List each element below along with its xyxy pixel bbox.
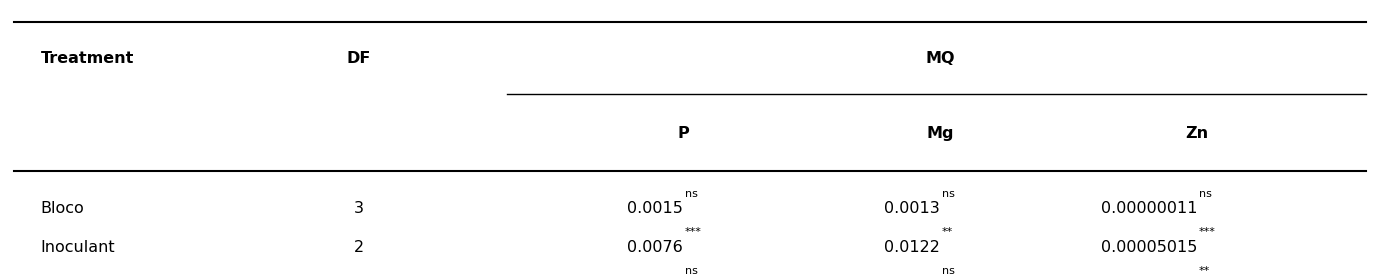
Text: DF: DF <box>346 51 371 66</box>
Text: ns: ns <box>684 189 697 199</box>
Text: 3: 3 <box>353 201 364 216</box>
Text: ***: *** <box>1198 227 1216 237</box>
Text: Bloco: Bloco <box>41 201 84 216</box>
Text: ***: *** <box>684 227 701 237</box>
Text: ns: ns <box>941 266 955 276</box>
Text: 0.0013: 0.0013 <box>885 201 940 216</box>
Text: 0.0015: 0.0015 <box>628 201 683 216</box>
Text: 0.0076: 0.0076 <box>628 240 683 255</box>
Text: Zn: Zn <box>1185 126 1209 141</box>
Text: 0.0122: 0.0122 <box>885 240 940 255</box>
Text: 0.00005015: 0.00005015 <box>1101 240 1198 255</box>
Text: MQ: MQ <box>926 51 955 66</box>
Text: ns: ns <box>684 266 697 276</box>
Text: ns: ns <box>941 189 955 199</box>
Text: 0.00000011: 0.00000011 <box>1101 201 1198 216</box>
Text: Treatment: Treatment <box>41 51 134 66</box>
Text: ns: ns <box>1198 189 1212 199</box>
Text: P: P <box>678 126 689 141</box>
Text: Inoculant: Inoculant <box>41 240 116 255</box>
Text: **: ** <box>1198 266 1210 276</box>
Text: **: ** <box>941 227 952 237</box>
Text: Mg: Mg <box>926 126 954 141</box>
Text: 2: 2 <box>353 240 364 255</box>
